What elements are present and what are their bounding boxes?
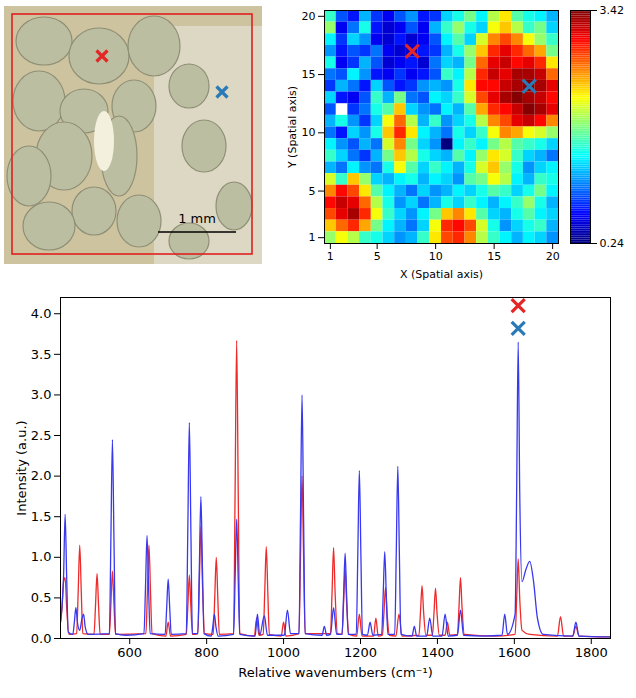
svg-text:20: 20 — [546, 250, 560, 263]
svg-text:10: 10 — [429, 250, 443, 263]
svg-text:5: 5 — [309, 185, 316, 198]
svg-text:0.5: 0.5 — [31, 590, 52, 605]
svg-text:800: 800 — [194, 645, 219, 660]
svg-text:5: 5 — [374, 250, 381, 263]
svg-text:600: 600 — [117, 645, 142, 660]
svg-text:3.5: 3.5 — [31, 346, 52, 361]
svg-text:20: 20 — [302, 10, 316, 23]
svg-text:0.0: 0.0 — [31, 631, 52, 646]
svg-text:3.0: 3.0 — [31, 387, 52, 402]
svg-text:1.0: 1.0 — [31, 549, 52, 564]
svg-text:0.24: 0.24 — [600, 237, 625, 250]
svg-text:2.5: 2.5 — [31, 428, 52, 443]
svg-text:1200: 1200 — [344, 645, 377, 660]
svg-text:2.0: 2.0 — [31, 468, 52, 483]
svg-text:1 mm: 1 mm — [178, 211, 216, 226]
svg-text:Relative wavenumbers (cm⁻¹): Relative wavenumbers (cm⁻¹) — [238, 665, 433, 680]
svg-text:4.0: 4.0 — [31, 306, 52, 321]
svg-text:15: 15 — [302, 68, 316, 81]
svg-text:3.42: 3.42 — [600, 4, 625, 17]
svg-text:1800: 1800 — [575, 645, 608, 660]
svg-text:1000: 1000 — [267, 645, 300, 660]
svg-text:10: 10 — [302, 126, 316, 139]
svg-text:1: 1 — [309, 231, 316, 244]
svg-text:1.5: 1.5 — [31, 509, 52, 524]
svg-text:Intensity (a.u.): Intensity (a.u.) — [14, 420, 29, 515]
svg-text:X (Spatial axis): X (Spatial axis) — [400, 268, 483, 281]
svg-text:15: 15 — [487, 250, 501, 263]
svg-text:1600: 1600 — [498, 645, 531, 660]
svg-text:1: 1 — [327, 250, 334, 263]
svg-text:Y (Spatial axis): Y (Spatial axis) — [286, 86, 299, 169]
svg-text:1400: 1400 — [421, 645, 454, 660]
